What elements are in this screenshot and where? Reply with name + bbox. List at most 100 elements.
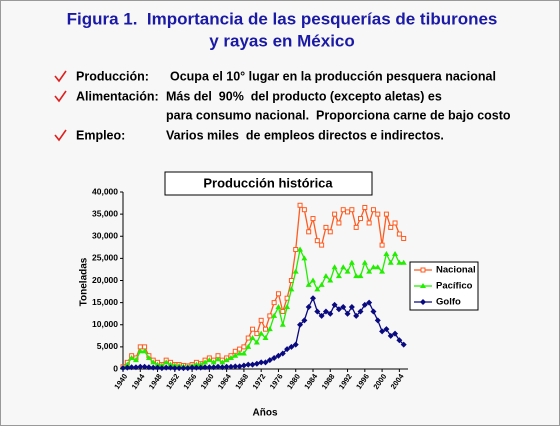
point bbox=[396, 337, 403, 344]
point bbox=[167, 361, 174, 367]
point bbox=[314, 286, 321, 292]
point bbox=[232, 352, 239, 358]
point bbox=[137, 344, 143, 350]
point bbox=[319, 242, 325, 248]
point bbox=[137, 348, 144, 354]
point bbox=[275, 352, 282, 359]
point bbox=[314, 308, 321, 315]
point bbox=[318, 281, 325, 287]
point bbox=[137, 363, 144, 370]
point bbox=[245, 343, 252, 349]
point bbox=[310, 295, 316, 302]
point bbox=[154, 364, 161, 371]
y-tick-label: 15,000 bbox=[92, 297, 118, 307]
point bbox=[400, 259, 407, 265]
point bbox=[266, 357, 273, 364]
point bbox=[340, 264, 347, 270]
point bbox=[396, 259, 403, 265]
point bbox=[236, 350, 243, 356]
point bbox=[361, 301, 368, 308]
point bbox=[154, 361, 161, 367]
point bbox=[297, 202, 303, 208]
point bbox=[284, 304, 291, 310]
y-tick-label: 40,000 bbox=[92, 186, 118, 196]
point bbox=[232, 363, 239, 370]
point bbox=[374, 264, 381, 270]
point bbox=[145, 354, 152, 360]
point bbox=[314, 238, 320, 244]
point bbox=[392, 250, 399, 256]
point bbox=[361, 259, 368, 265]
point bbox=[197, 361, 204, 367]
point bbox=[171, 362, 178, 368]
point bbox=[301, 255, 308, 261]
point bbox=[400, 341, 407, 348]
y-tick-label: 30,000 bbox=[92, 231, 118, 241]
point bbox=[215, 356, 221, 362]
point bbox=[258, 330, 265, 336]
point bbox=[366, 268, 373, 274]
slide-title: Figura 1. Importancia de las pesquerías … bbox=[67, 9, 498, 28]
point bbox=[392, 220, 398, 226]
point bbox=[353, 224, 359, 230]
point bbox=[375, 211, 381, 217]
point bbox=[128, 354, 135, 360]
point bbox=[387, 259, 394, 265]
point bbox=[340, 304, 347, 311]
point bbox=[258, 359, 265, 366]
bullet-text: Más del 90% del producto (excepto aletas… bbox=[166, 89, 442, 103]
point bbox=[253, 339, 260, 345]
point bbox=[322, 273, 329, 279]
point bbox=[332, 211, 338, 217]
y-tick-label: 5,000 bbox=[97, 341, 119, 351]
point bbox=[250, 326, 256, 332]
legend-marker bbox=[420, 267, 426, 273]
point bbox=[370, 207, 376, 213]
point bbox=[301, 207, 307, 213]
point bbox=[145, 364, 152, 371]
point bbox=[202, 359, 209, 365]
x-axis-label: Años bbox=[253, 408, 278, 419]
point bbox=[241, 344, 247, 350]
check-icon bbox=[54, 70, 67, 83]
point bbox=[293, 247, 299, 253]
point bbox=[184, 365, 191, 372]
check-icon bbox=[54, 129, 67, 142]
point bbox=[267, 313, 273, 319]
point bbox=[383, 250, 390, 256]
point bbox=[223, 363, 230, 370]
point bbox=[340, 207, 346, 213]
point bbox=[318, 312, 325, 319]
point bbox=[206, 357, 213, 363]
point bbox=[331, 301, 338, 308]
point bbox=[335, 306, 342, 313]
point bbox=[132, 364, 139, 371]
point bbox=[323, 224, 329, 230]
point bbox=[379, 268, 386, 274]
point bbox=[202, 364, 209, 371]
point bbox=[292, 268, 299, 274]
point bbox=[124, 364, 131, 371]
bullet-text: para consumo nacional. Proporciona carne… bbox=[166, 108, 511, 122]
point bbox=[254, 331, 260, 337]
bullet-label: Empleo: bbox=[76, 128, 125, 142]
y-tick-label: 35,000 bbox=[92, 208, 118, 218]
point bbox=[322, 308, 329, 315]
point bbox=[158, 362, 165, 368]
point bbox=[348, 304, 355, 311]
point bbox=[305, 304, 312, 311]
y-tick-label: 20,000 bbox=[92, 275, 118, 285]
legend-label: Nacional bbox=[436, 265, 476, 276]
point bbox=[215, 363, 221, 370]
bullet-text: Varios miles de empleos directos e indir… bbox=[166, 128, 444, 142]
point bbox=[236, 363, 243, 370]
legend-marker bbox=[420, 283, 426, 288]
point bbox=[379, 328, 386, 335]
point bbox=[245, 335, 251, 341]
point bbox=[197, 364, 204, 371]
point bbox=[193, 364, 200, 371]
point bbox=[237, 346, 243, 352]
point bbox=[275, 304, 282, 310]
point bbox=[128, 364, 135, 371]
point bbox=[163, 364, 170, 371]
